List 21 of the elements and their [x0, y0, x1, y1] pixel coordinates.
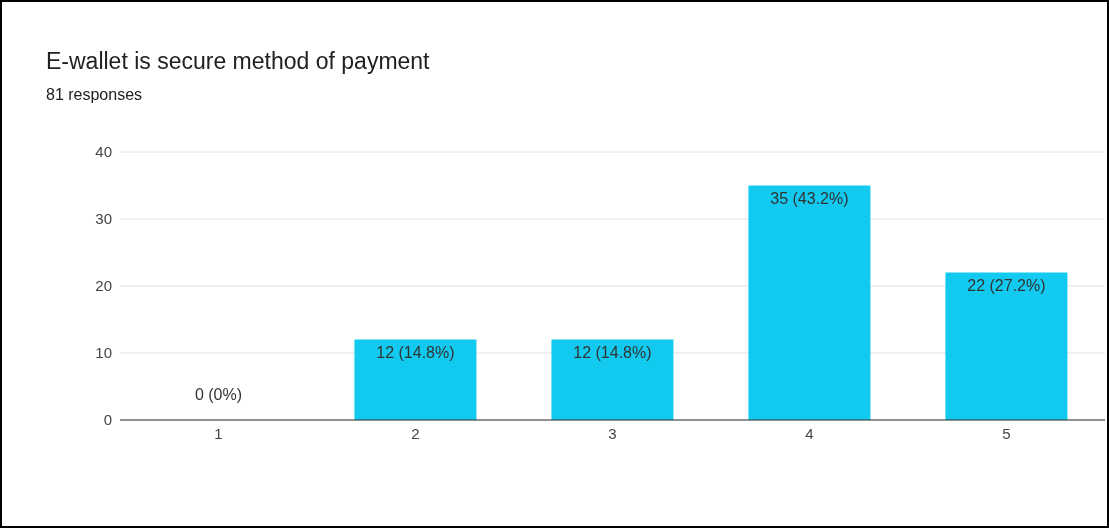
y-tick-label: 20: [95, 277, 112, 295]
bar: [354, 339, 477, 420]
chart-subtitle: 81 responses: [46, 86, 143, 104]
data-label: 35 (43.2%): [770, 189, 849, 207]
data-label: 12 (14.8%): [376, 343, 455, 361]
x-tick-label: 2: [411, 424, 420, 442]
chart-title: E-wallet is secure method of payment: [46, 48, 430, 75]
data-label: 12 (14.8%): [573, 343, 652, 361]
bar: [551, 339, 674, 420]
x-tick-label: 4: [805, 424, 814, 442]
bar: [945, 272, 1068, 420]
bar: [748, 185, 871, 420]
y-tick-label: 0: [103, 411, 112, 429]
x-tick-label: 5: [1002, 424, 1011, 442]
y-tick-label: 30: [95, 210, 112, 228]
y-tick-label: 10: [95, 344, 112, 362]
data-label: 0 (0%): [194, 386, 243, 403]
data-label: 22 (27.2%): [967, 276, 1046, 294]
x-tick-label: 3: [608, 424, 617, 442]
y-tick-label: 40: [95, 143, 112, 161]
x-tick-label: 1: [214, 424, 223, 442]
